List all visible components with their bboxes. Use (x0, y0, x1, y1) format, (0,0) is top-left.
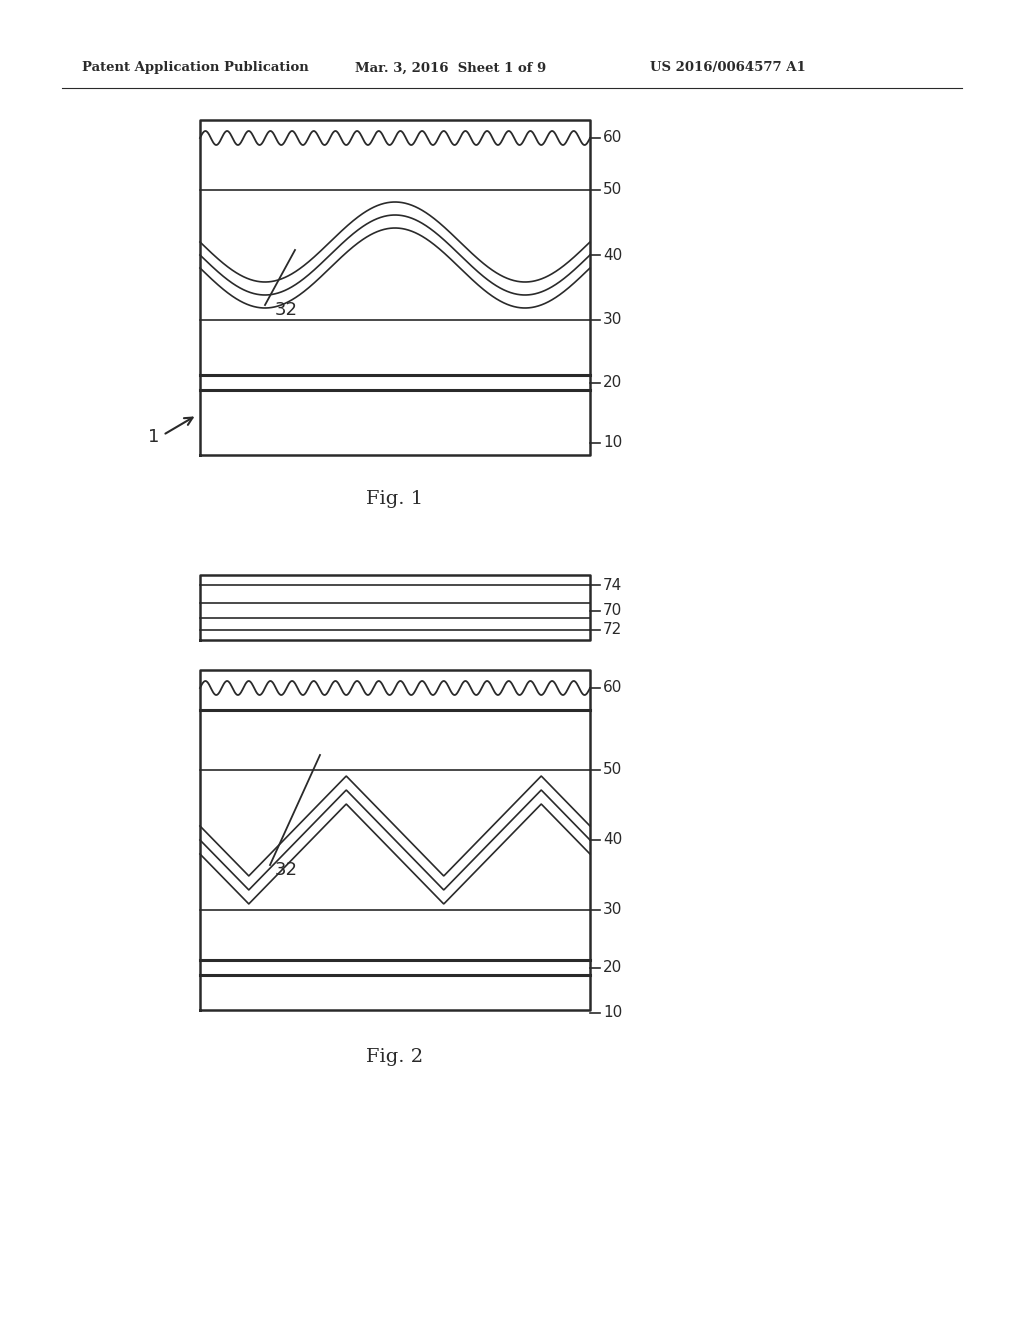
Text: 32: 32 (275, 861, 298, 879)
Text: 70: 70 (603, 603, 623, 618)
Text: 30: 30 (603, 903, 623, 917)
Text: 10: 10 (603, 436, 623, 450)
Text: 1: 1 (148, 428, 160, 446)
Text: 40: 40 (603, 248, 623, 263)
Text: 50: 50 (603, 182, 623, 198)
Text: Mar. 3, 2016  Sheet 1 of 9: Mar. 3, 2016 Sheet 1 of 9 (355, 62, 546, 74)
Text: 60: 60 (603, 131, 623, 145)
Text: Patent Application Publication: Patent Application Publication (82, 62, 309, 74)
Text: 32: 32 (275, 301, 298, 319)
Text: 40: 40 (603, 833, 623, 847)
Text: 20: 20 (603, 960, 623, 975)
Text: 74: 74 (603, 578, 623, 593)
Text: Fig. 1: Fig. 1 (367, 490, 424, 508)
Text: 50: 50 (603, 763, 623, 777)
Text: 60: 60 (603, 681, 623, 696)
Text: 30: 30 (603, 313, 623, 327)
Text: 20: 20 (603, 375, 623, 389)
Text: 72: 72 (603, 623, 623, 638)
Text: 10: 10 (603, 1005, 623, 1020)
Text: Fig. 2: Fig. 2 (367, 1048, 424, 1067)
Text: US 2016/0064577 A1: US 2016/0064577 A1 (650, 62, 806, 74)
